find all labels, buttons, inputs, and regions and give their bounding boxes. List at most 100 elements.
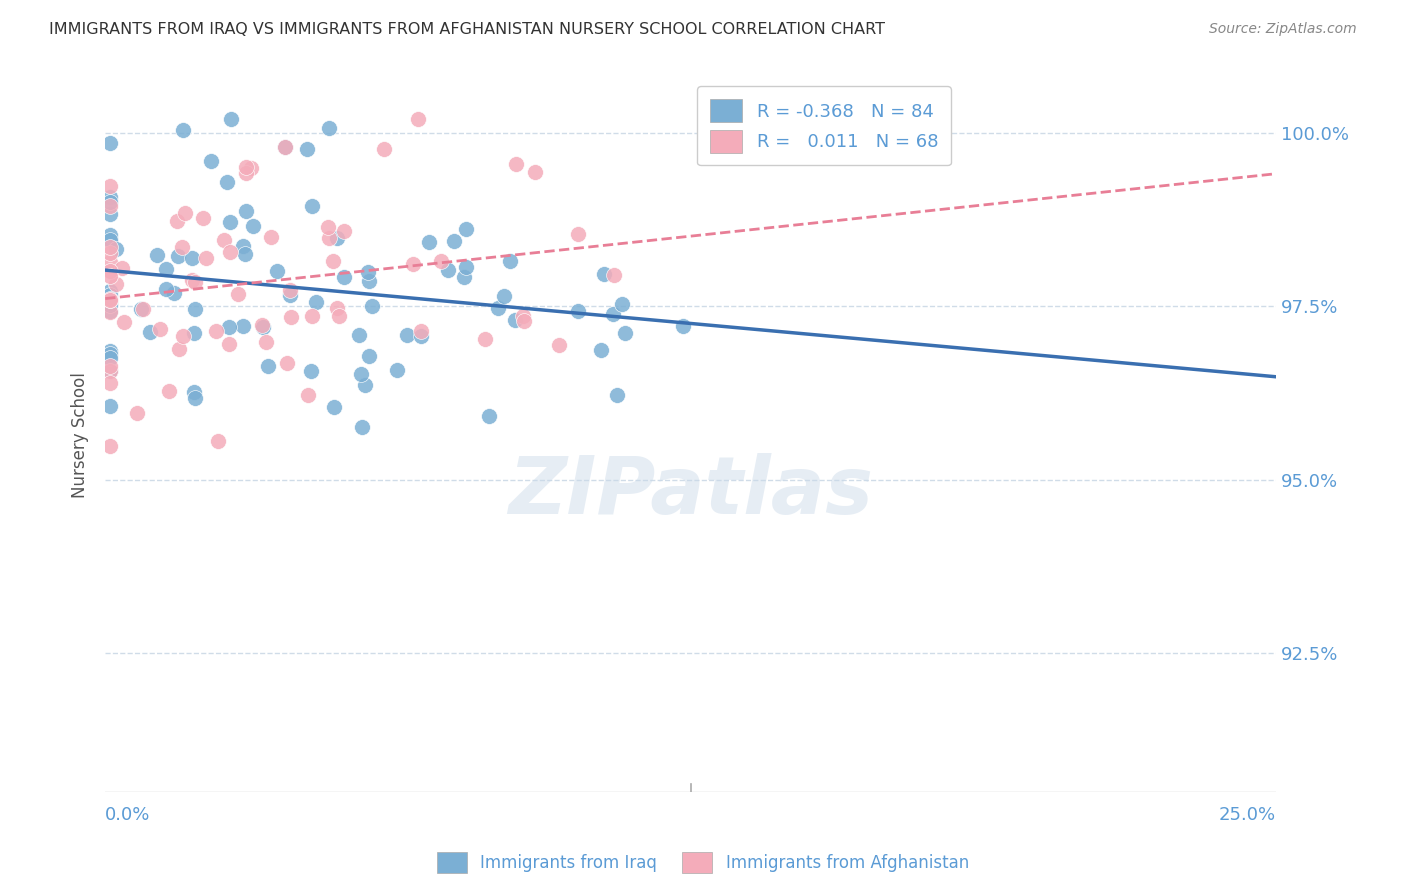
Point (105, 277, 128, 292)
Point (98, 297, 121, 311)
Point (98, 194, 121, 209)
Point (98, 293, 121, 308)
Point (183, 384, 205, 399)
Text: ZIPatlas: ZIPatlas (508, 453, 873, 531)
Point (325, 230, 347, 244)
Point (401, 257, 423, 271)
Point (305, 294, 328, 309)
Legend: R = -0.368   N = 84, R =   0.011   N = 68: R = -0.368 N = 84, R = 0.011 N = 68 (697, 87, 950, 165)
Point (333, 224, 356, 238)
Text: IMMIGRANTS FROM IRAQ VS IMMIGRANTS FROM AFGHANISTAN NURSERY SCHOOL CORRELATION C: IMMIGRANTS FROM IRAQ VS IMMIGRANTS FROM … (49, 22, 886, 37)
Point (357, 264, 380, 278)
Text: 0.0%: 0.0% (105, 806, 150, 824)
Point (332, 270, 354, 285)
Point (301, 309, 323, 323)
Point (443, 234, 465, 248)
Point (212, 233, 235, 247)
Point (347, 327, 370, 342)
Point (328, 309, 350, 323)
Point (387, 363, 409, 377)
Point (98, 399, 121, 413)
Point (218, 337, 240, 351)
Point (172, 123, 194, 137)
Point (350, 367, 373, 381)
Point (98, 285, 121, 299)
Point (183, 326, 205, 340)
Point (492, 289, 515, 303)
Point (606, 388, 628, 402)
Point (240, 161, 263, 175)
Point (98, 233, 121, 247)
Point (180, 251, 202, 265)
Point (357, 274, 380, 288)
Point (232, 238, 254, 252)
Point (505, 156, 527, 170)
Point (184, 392, 207, 406)
Point (98, 178, 121, 193)
Point (276, 356, 298, 370)
Point (672, 318, 695, 333)
Point (513, 314, 536, 328)
Point (524, 165, 547, 179)
Point (257, 359, 280, 373)
Point (418, 235, 440, 249)
Point (602, 307, 624, 321)
Point (478, 409, 501, 424)
Point (499, 254, 522, 268)
Point (295, 142, 318, 156)
Point (98, 240, 121, 254)
Point (205, 324, 228, 338)
Point (299, 364, 322, 378)
Point (548, 337, 571, 351)
Point (254, 334, 277, 349)
Point (191, 211, 214, 226)
Point (430, 254, 453, 268)
Point (145, 248, 167, 262)
Point (98, 268, 121, 283)
Point (280, 310, 302, 325)
Point (172, 240, 194, 254)
Point (98, 439, 121, 453)
Point (217, 175, 239, 189)
Legend: Immigrants from Iraq, Immigrants from Afghanistan: Immigrants from Iraq, Immigrants from Af… (430, 846, 976, 880)
Point (200, 153, 222, 168)
Point (98, 228, 121, 243)
Point (98, 351, 121, 365)
Point (411, 329, 433, 343)
Point (169, 342, 191, 356)
Point (98, 304, 121, 318)
Point (352, 420, 374, 434)
Point (98, 296, 121, 310)
Point (98, 246, 121, 260)
Point (155, 282, 177, 296)
Point (219, 112, 242, 126)
Point (98, 263, 121, 277)
Point (219, 244, 242, 259)
Point (395, 327, 418, 342)
Point (180, 273, 202, 287)
Point (278, 284, 301, 298)
Point (411, 324, 433, 338)
Point (98, 207, 121, 221)
Point (278, 288, 301, 302)
Point (454, 260, 477, 274)
Point (157, 384, 180, 399)
Point (360, 299, 382, 313)
Point (273, 140, 295, 154)
Point (163, 286, 186, 301)
Point (218, 215, 240, 229)
Point (98, 288, 121, 302)
Point (437, 262, 460, 277)
Point (486, 301, 509, 315)
Point (357, 349, 380, 363)
Point (166, 249, 188, 263)
Point (98, 232, 121, 246)
Point (614, 326, 637, 341)
Point (132, 302, 155, 317)
Point (155, 262, 177, 277)
Point (235, 166, 257, 180)
Point (172, 329, 194, 343)
Point (235, 204, 257, 219)
Point (194, 251, 217, 265)
Point (112, 315, 135, 329)
